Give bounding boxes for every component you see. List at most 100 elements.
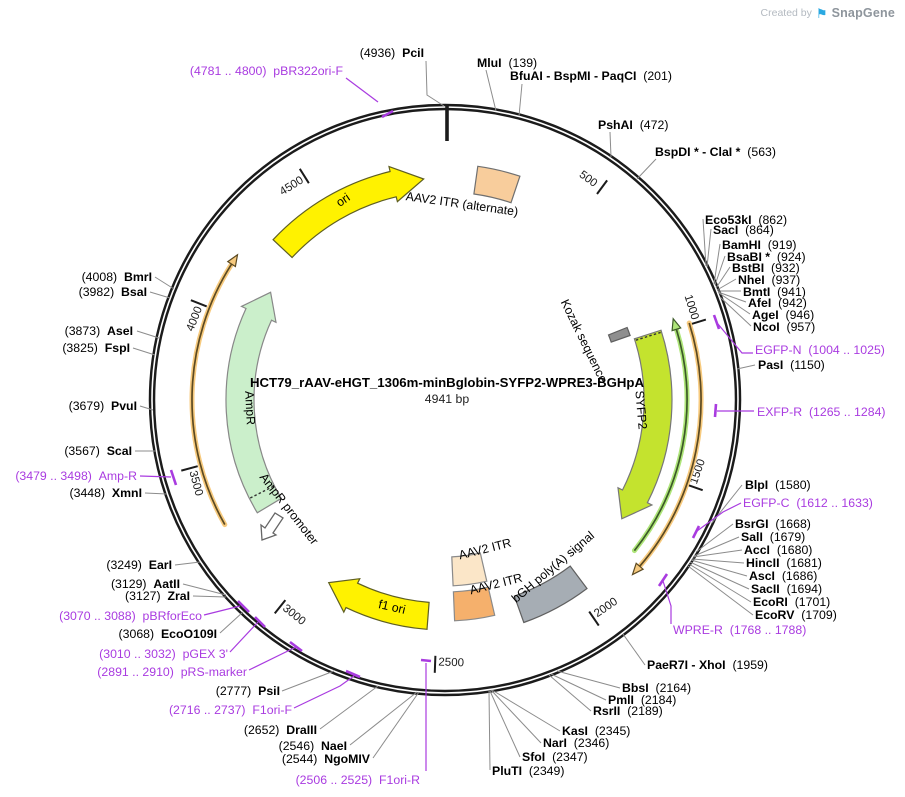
scale-tick-label: 500 (577, 169, 600, 190)
enzyme-label[interactable]: AccI (1680) (744, 543, 812, 557)
scale-tick-label: 2000 (592, 596, 620, 620)
feature-label-0[interactable]: ori (333, 190, 352, 209)
enzyme-label[interactable]: EcoRI (1701) (753, 595, 830, 609)
enzyme-label[interactable]: Eco53kI (862) (705, 213, 787, 227)
enzyme-label[interactable]: BfuAI - BspMI - PaqCI (201) (510, 69, 672, 83)
enzyme-label[interactable]: BamHI (919) (722, 238, 797, 252)
feature-aav2-itr-inner[interactable] (451, 552, 488, 587)
feature-syfp2[interactable] (617, 329, 673, 520)
feature-ori[interactable] (272, 165, 425, 259)
enzyme-label[interactable]: PaeR7I - XhoI (1959) (647, 658, 768, 672)
enzyme-label[interactable]: BsrGI (1668) (735, 517, 811, 531)
enzyme-label[interactable]: SfoI (2347) (522, 750, 588, 764)
feature-arc-left-orange-arrowhead (226, 253, 239, 268)
primer-tick (169, 469, 178, 486)
primer-label[interactable]: WPRE-R (1768 .. 1788) (673, 623, 806, 637)
scale-tick (686, 483, 704, 492)
enzyme-label[interactable]: BmtI (941) (743, 285, 806, 299)
leader-line (319, 685, 379, 730)
enzyme-label[interactable]: KasI (2345) (562, 724, 630, 738)
leader-line (687, 565, 754, 616)
enzyme-label[interactable]: (3068) EcoO109I (119, 627, 217, 641)
primer-label[interactable]: (3010 .. 3032) pGEX 3' (99, 647, 228, 661)
enzyme-label[interactable]: (2544) NgoMIV (282, 752, 371, 766)
enzyme-label[interactable]: (2777) PsiI (216, 684, 280, 698)
enzyme-label[interactable]: HincII (1681) (746, 556, 822, 570)
enzyme-label[interactable]: (3448) XmnI (70, 486, 142, 500)
feature-label-5[interactable]: AAV2 ITR (457, 536, 513, 563)
feature-kozak-sequence[interactable] (607, 326, 631, 343)
enzyme-label[interactable]: EcoRV (1709) (755, 608, 837, 622)
enzyme-label[interactable]: AfeI (942) (748, 296, 807, 310)
leader-line (491, 689, 561, 732)
enzyme-label[interactable]: BstBI (932) (732, 261, 800, 275)
feature-f1-ori[interactable] (327, 577, 430, 630)
enzyme-label[interactable]: PasI (1150) (758, 358, 825, 372)
enzyme-label[interactable]: PshAI (472) (598, 118, 668, 132)
enzyme-label[interactable]: RsrII (2189) (593, 704, 663, 718)
primer-label[interactable]: (2506 .. 2525) F1ori-R (296, 773, 421, 787)
feature-label-2[interactable]: Kozak sequence (558, 297, 611, 385)
primer-label[interactable]: (2891 .. 2910) pRS-marker (97, 665, 247, 679)
primer-label[interactable]: (4781 .. 4800) pBR322ori-F (190, 64, 344, 78)
feature-ampr[interactable] (225, 291, 283, 514)
scale-tick-label: 1000 (682, 293, 701, 321)
enzyme-label[interactable]: (3129) AatII (111, 577, 180, 591)
enzyme-label[interactable]: SalI (1679) (741, 530, 805, 544)
enzyme-label[interactable]: MluI (139) (477, 56, 537, 70)
enzyme-label[interactable]: (3825) FspI (62, 341, 130, 355)
primer-leader-line (345, 77, 379, 103)
enzyme-label[interactable]: (2652) DraIII (244, 723, 317, 737)
enzyme-label[interactable]: (3873) AseI (65, 324, 133, 338)
enzyme-label[interactable]: (3127) ZraI (125, 589, 190, 603)
feature-aav2-itr-outer[interactable] (452, 586, 496, 622)
enzyme-label[interactable]: AgeI (946) (752, 308, 814, 322)
primer-label[interactable]: EGFP-N (1004 .. 1025) (755, 343, 885, 357)
enzyme-label[interactable]: PluTI (2349) (492, 764, 564, 778)
enzyme-label[interactable]: PmlI (2184) (608, 693, 676, 707)
enzyme-label[interactable]: SacI (864) (713, 223, 774, 237)
enzyme-label[interactable]: (2546) NaeI (279, 739, 347, 753)
enzyme-label[interactable]: (4936) PciI (360, 46, 424, 60)
primer-leader-line (139, 475, 172, 478)
leader-line (716, 278, 737, 291)
enzyme-label[interactable]: (4008) BmrI (82, 270, 152, 284)
feature-arc-left-orange-core (191, 263, 233, 526)
feature-label-8[interactable]: AmpR (242, 391, 258, 426)
feature-aav2-itr-alternate[interactable] (473, 165, 521, 204)
leader-line (192, 595, 227, 598)
snapgene-logo-icon: ⚑ (815, 5, 828, 21)
feature-label-3[interactable]: SYFP2 (632, 390, 649, 430)
enzyme-label[interactable]: (3567) ScaI (64, 444, 132, 458)
enzyme-label[interactable]: (3249) EarI (106, 558, 172, 572)
primer-tick (691, 525, 701, 539)
enzyme-label[interactable]: (3982) BsaI (79, 285, 147, 299)
leader-line (717, 291, 747, 303)
enzyme-label[interactable]: BbsI (2164) (622, 681, 691, 695)
feature-bgh-polya-signal[interactable] (513, 565, 588, 624)
enzyme-label[interactable]: NarI (2346) (543, 736, 609, 750)
enzyme-label[interactable]: (3679) PvuI (69, 399, 137, 413)
feature-label-7[interactable]: f1 ori (377, 597, 407, 617)
primer-tick (237, 600, 250, 613)
primer-label[interactable]: EXFP-R (1265 .. 1284) (757, 405, 886, 419)
enzyme-label[interactable]: BspDI * - ClaI * (563) (655, 145, 776, 159)
primer-label[interactable]: EGFP-C (1612 .. 1633) (743, 496, 873, 510)
leader-line (425, 60, 445, 107)
enzyme-label[interactable]: BsaBI * (924) (727, 250, 806, 264)
enzyme-label[interactable]: NheI (937) (738, 273, 800, 287)
primer-label[interactable]: (2716 .. 2737) F1ori-F (169, 703, 293, 717)
enzyme-label[interactable]: BlpI (1580) (745, 478, 811, 492)
primer-leader-line (293, 675, 355, 709)
enzyme-label[interactable]: AscI (1686) (749, 569, 817, 583)
primer-leader-line (696, 502, 742, 532)
primer-label[interactable]: (3479 .. 3498) Amp-R (15, 469, 137, 483)
enzyme-label[interactable]: SacII (1694) (751, 582, 822, 596)
feature-arc-right-green-core (633, 328, 688, 552)
enzyme-label[interactable]: NcoI (957) (753, 320, 815, 334)
primer-label[interactable]: (3070 .. 3088) pBRforEco (59, 609, 202, 623)
primer-tick (381, 109, 394, 119)
leader-line (689, 561, 750, 590)
feature-ampr-promoter[interactable] (260, 512, 284, 541)
